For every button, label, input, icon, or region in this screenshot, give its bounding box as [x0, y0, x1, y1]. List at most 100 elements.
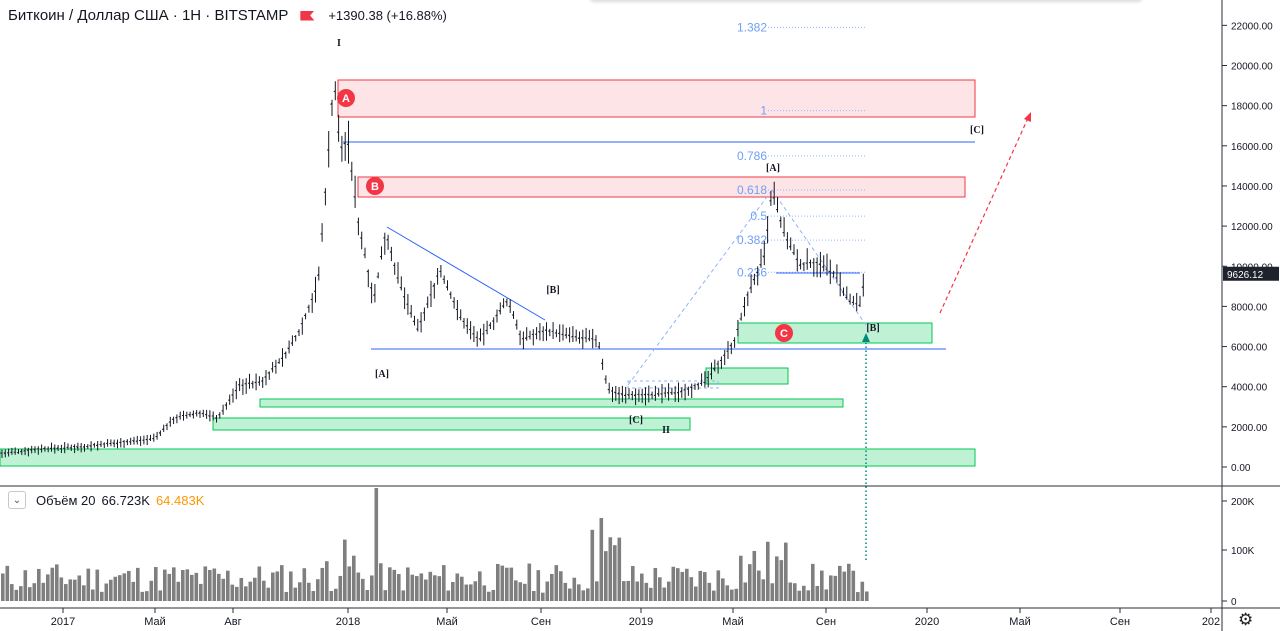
volume-bar: [257, 566, 262, 601]
volume-bar: [109, 579, 113, 601]
price-bar-open: [89, 444, 92, 447]
projection-arrow: [939, 117, 1029, 314]
price-bar-open: [478, 338, 481, 340]
price-bar-open: [363, 254, 366, 256]
volume-bar: [842, 571, 847, 601]
volume-bar: [316, 579, 320, 601]
price-bar-open: [33, 448, 36, 451]
volume-bar: [446, 590, 451, 601]
volume-bar: [419, 573, 424, 601]
price-bar-open: [646, 393, 650, 396]
price-bar-open: [571, 335, 574, 338]
volume-bar: [703, 572, 707, 601]
volume-bar: [212, 568, 217, 601]
volume-bar: [455, 573, 460, 601]
volume-bar: [82, 585, 86, 601]
resistance-zone: [357, 176, 966, 198]
wave-label: [C]: [970, 125, 984, 136]
volume-bar: [734, 588, 739, 601]
wave-label: [B]: [546, 285, 559, 296]
chevron-down-icon[interactable]: ⌄: [8, 491, 26, 509]
price-bar-open: [861, 285, 864, 289]
x-tick-label: Сен: [1110, 616, 1130, 628]
price-bar-open: [353, 196, 356, 198]
volume-bar: [194, 572, 199, 601]
flag-icon[interactable]: [300, 10, 315, 21]
volume-bar: [464, 584, 469, 601]
price-bar-open: [689, 386, 693, 389]
price-bar-open: [564, 334, 567, 336]
trend-line: [386, 226, 546, 321]
volume-bar: [352, 555, 356, 601]
volume-bar: [797, 590, 802, 601]
price-bar-open: [749, 286, 752, 289]
price-bar-open: [326, 149, 329, 152]
volume-bar: [532, 591, 536, 601]
price-bar-open: [699, 382, 702, 385]
price-bar-open: [373, 293, 376, 296]
volume-bar: [41, 582, 46, 601]
volume-bar: [388, 567, 392, 601]
volume-bar: [860, 581, 865, 601]
volume-bar: [730, 589, 734, 601]
price-bar-open: [6, 452, 9, 454]
price-bar-open: [346, 143, 349, 146]
price-bar-open: [419, 320, 422, 323]
volume-bar: [788, 582, 793, 601]
volume-bar: [748, 564, 752, 601]
volume-bar: [113, 576, 118, 601]
volume-bar: [523, 583, 527, 601]
price-badge: 9626.12: [1227, 270, 1264, 281]
volume-bar: [460, 576, 464, 601]
price-bar-open: [544, 329, 547, 332]
volume-bar: [658, 577, 662, 601]
volume-bar: [428, 571, 433, 601]
price-bar-open: [821, 265, 824, 268]
symbol-title[interactable]: Биткоин / Доллар США · 1Н · BITSTAMP: [8, 7, 289, 24]
price-bar-open: [666, 392, 669, 395]
wave-label: [A]: [766, 163, 780, 174]
volume-header: ⌄ Объём 20 66.723K 64.483K: [8, 491, 204, 509]
price-bar-open: [359, 237, 362, 239]
x-tick-label: 2019: [629, 616, 653, 628]
fib-level-label: 0.382: [737, 233, 767, 247]
price-bar-open: [706, 376, 709, 379]
volume-bar: [1, 573, 5, 601]
volume-bar: [802, 585, 806, 601]
price-bar-open: [498, 309, 501, 313]
volume-bar: [761, 579, 766, 601]
price-bar-open: [673, 392, 676, 394]
price-bar-open: [432, 284, 435, 287]
volume-bar: [424, 579, 428, 601]
volume-bar: [478, 571, 482, 601]
volume-bar: [343, 539, 347, 601]
volume-bar: [356, 572, 361, 601]
price-bar-open: [851, 301, 854, 304]
price-bar-open: [254, 381, 257, 384]
volume-value-1: 66.723K: [101, 492, 150, 508]
volume-bar: [86, 568, 91, 601]
volume-bar: [473, 581, 478, 601]
volume-bar: [784, 542, 788, 601]
volume-bar: [266, 587, 271, 601]
price-bar-open: [148, 438, 151, 441]
fib-level-label: 0.236: [737, 265, 767, 279]
volume-bar: [856, 592, 860, 601]
price-bar-open: [633, 393, 636, 397]
volume-bar: [509, 567, 514, 601]
price-bar-open: [72, 445, 75, 448]
price-bar-open: [82, 445, 85, 448]
price-badge-bg: [1223, 266, 1279, 281]
price-bar-open: [458, 316, 461, 319]
price-bar-open: [650, 393, 653, 396]
price-bar-open: [284, 352, 287, 355]
y-tick-label: 22000.00: [1231, 21, 1273, 32]
price-bar-open: [56, 446, 59, 449]
price-bar-open: [501, 305, 504, 307]
settings-gear-icon[interactable]: ⚙: [1238, 610, 1254, 629]
price-bar-open: [557, 332, 560, 335]
volume-bar: [536, 570, 541, 601]
price-bar-open: [214, 417, 217, 419]
price-bar-open: [132, 439, 135, 443]
